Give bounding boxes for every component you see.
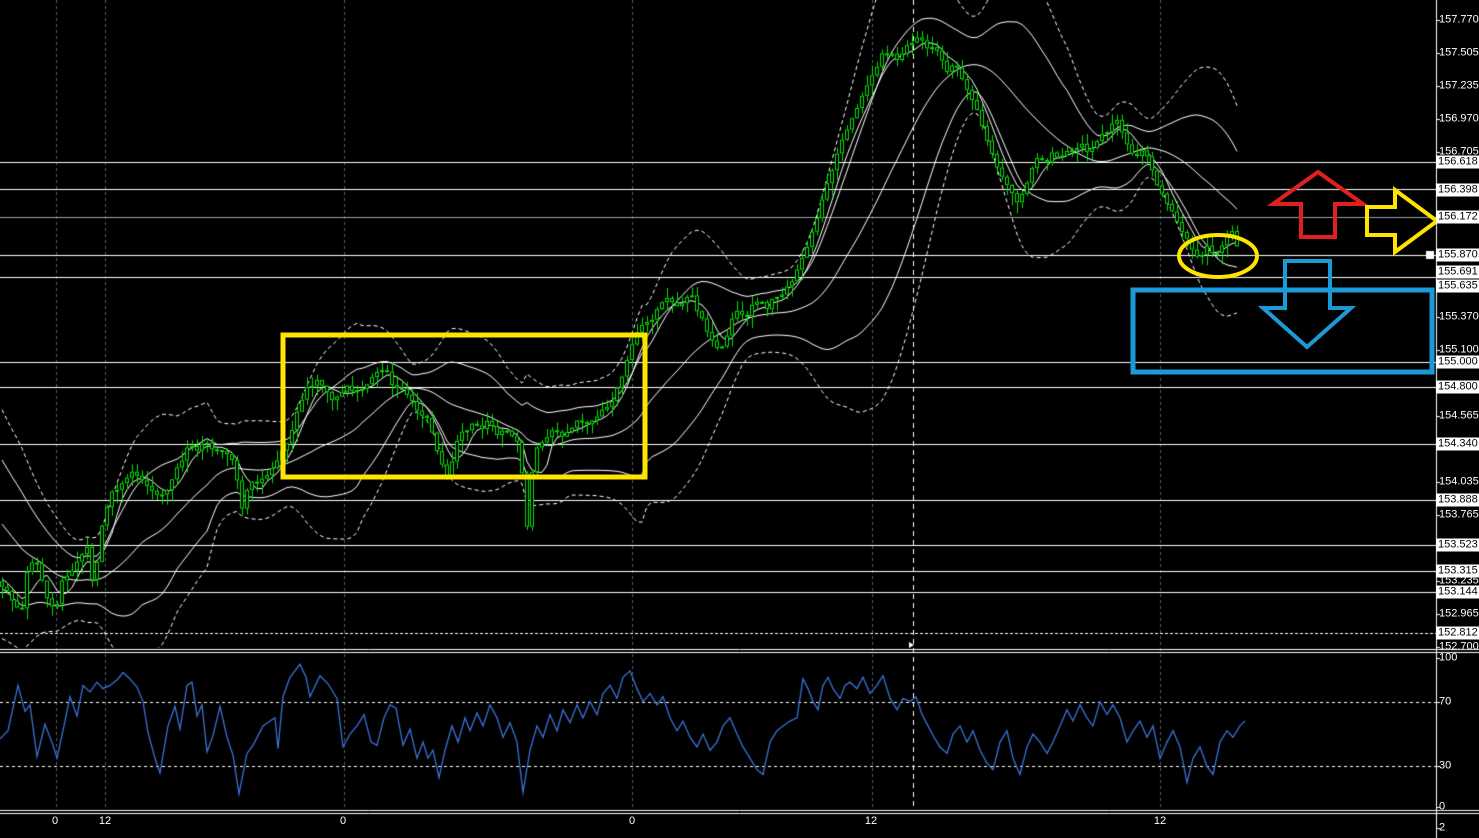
- price-axis-label: 156.970: [1439, 112, 1479, 125]
- price-axis-label: 154.340: [1436, 437, 1479, 451]
- price-axis-label: 156.618: [1436, 155, 1479, 169]
- price-axis-label: 152.700: [1439, 640, 1479, 653]
- price-axis-label: 152.965: [1439, 607, 1479, 620]
- price-axis-label: 153.144: [1436, 585, 1479, 599]
- price-axis-label: 153.523: [1436, 538, 1479, 552]
- price-axis-label: 153.235: [1439, 574, 1479, 587]
- price-axis-label: 2: [1439, 821, 1446, 834]
- price-axis-label: 0: [1439, 800, 1446, 813]
- price-axis-label: 70: [1439, 695, 1452, 708]
- price-axis-label: 154.035: [1439, 475, 1479, 488]
- price-axis-label: 154.800: [1436, 380, 1479, 394]
- price-axis-label: 152.812: [1436, 626, 1479, 640]
- price-axis-label: 30: [1439, 759, 1452, 772]
- price-axis-label: 153.315: [1436, 564, 1479, 578]
- time-axis[interactable]: 0 12 0 0 12 12: [0, 813, 1436, 838]
- time-axis-label: 0: [51, 815, 59, 827]
- price-axis-label: 155.870: [1436, 248, 1479, 262]
- price-axis-label: 155.635: [1436, 279, 1479, 293]
- price-axis-label: 155.000: [1436, 355, 1479, 369]
- price-axis-label: 100: [1439, 651, 1458, 664]
- price-axis-label: 155.100: [1439, 343, 1479, 356]
- price-axis-label: 157.505: [1439, 46, 1479, 59]
- time-axis-label: 0: [628, 815, 636, 827]
- time-axis-label: 12: [1153, 815, 1167, 827]
- price-axis-label: 156.705: [1439, 145, 1479, 158]
- price-axis-label: 153.888: [1436, 493, 1479, 507]
- price-axis-label: 155.691: [1436, 265, 1479, 279]
- price-axis-label: 155.370: [1439, 310, 1479, 323]
- price-axis-label: 154.565: [1439, 409, 1479, 422]
- time-axis-label: 12: [98, 815, 112, 827]
- price-axis[interactable]: 157.770 157.505 157.235 156.970 156.705 156.6…: [1436, 0, 1479, 838]
- price-axis-label: 157.235: [1439, 79, 1479, 92]
- price-axis-label: 153.765: [1439, 508, 1479, 521]
- price-axis-label: 156.172: [1436, 210, 1479, 224]
- price-axis-label: 157.770: [1439, 13, 1479, 26]
- time-axis-label: 12: [864, 815, 878, 827]
- time-axis-label: 0: [339, 815, 347, 827]
- price-axis-label: 156.398: [1436, 183, 1479, 197]
